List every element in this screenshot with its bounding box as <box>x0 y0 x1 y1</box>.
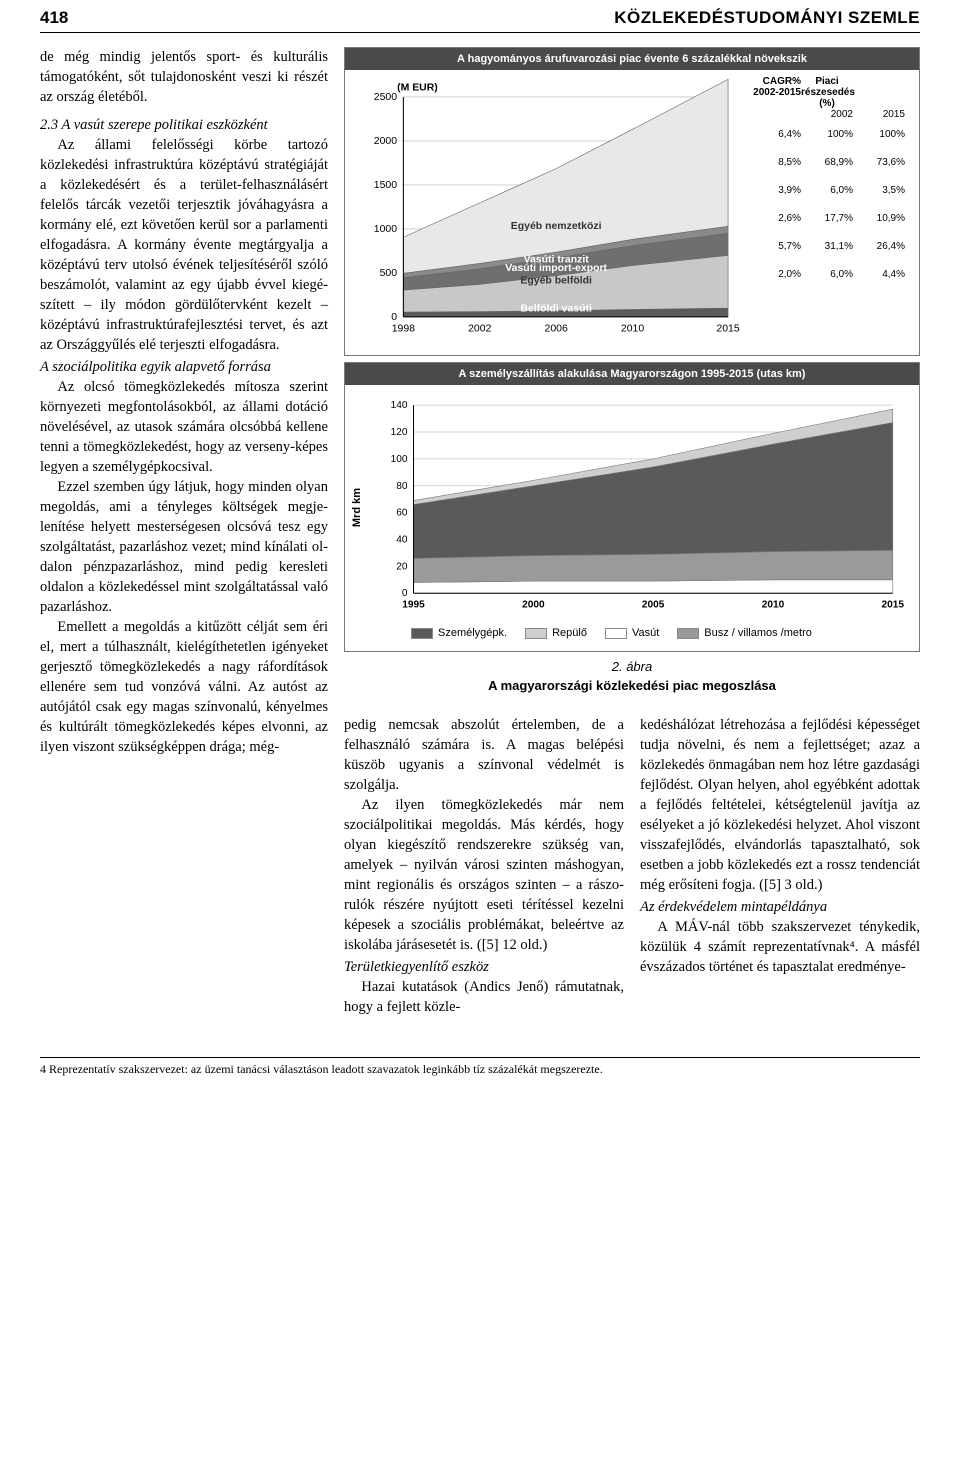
legend-item: Személygépk. <box>411 627 507 639</box>
para: kedéshálózat létrehozása a fejlő­dési ké… <box>640 715 920 895</box>
svg-text:2006: 2006 <box>545 324 568 335</box>
subsection-heading: A szociálpolitika egyik alapvető forrása <box>40 357 328 377</box>
subsection-heading: Területkiegyenlítő eszköz <box>344 957 624 977</box>
svg-text:100: 100 <box>391 454 408 465</box>
legend-item: Repülő <box>525 627 587 639</box>
svg-text:2010: 2010 <box>762 599 785 610</box>
para: Az ilyen tömegközlekedés már nem szociál… <box>344 795 624 955</box>
para: A MÁV-nál több szakszervezet ténykedik, … <box>640 917 920 977</box>
legend-label: Repülő <box>552 627 587 639</box>
svg-text:500: 500 <box>380 268 398 279</box>
left-column: de még mindig jelentős sport- és kulturá… <box>40 47 328 1017</box>
legend-item: Busz / villamos /metro <box>677 627 812 639</box>
svg-text:20: 20 <box>396 561 408 572</box>
footnote: 4 Reprezentatív szakszervezet: az üzemi … <box>40 1062 920 1077</box>
para: Az állami felelősségi körbe tar­tozó köz… <box>40 135 328 355</box>
subsection-heading: Az érdekvédelem mintapéldánya <box>640 897 920 917</box>
para: de még mindig jelentős sport- és kulturá… <box>40 47 328 107</box>
svg-text:2500: 2500 <box>374 92 397 103</box>
legend-item: Vasút <box>605 627 659 639</box>
y-axis-label: Mrd km <box>351 488 363 527</box>
legend-swatch <box>605 628 627 639</box>
svg-text:1998: 1998 <box>392 324 415 335</box>
legend-label: Busz / villamos /metro <box>704 627 812 639</box>
right-column: kedéshálózat létrehozása a fejlő­dési ké… <box>640 715 920 1017</box>
svg-text:60: 60 <box>396 508 408 519</box>
svg-text:2000: 2000 <box>374 136 397 147</box>
legend-swatch <box>677 628 699 639</box>
legend-row: 2,0%6,0%4,4% <box>753 260 913 288</box>
legend-hdr-cagr: CAGR% 2002-2015 <box>753 76 801 109</box>
journal-title: KÖZLEKEDÉSTUDOMÁNYI SZEMLE <box>614 8 920 28</box>
page-header: 418 KÖZLEKEDÉSTUDOMÁNYI SZEMLE <box>40 0 920 33</box>
svg-text:1000: 1000 <box>374 224 397 235</box>
para: pedig nemcsak abszolút értelem­ben, de a… <box>344 715 624 795</box>
legend-row: 5,7%31,1%26,4% <box>753 232 913 260</box>
svg-text:2010: 2010 <box>621 324 644 335</box>
chart-title: A személyszállítás alakulása Magyarorszá… <box>345 363 919 385</box>
chart-title: A hagyományos árufuvarozási piac évente … <box>345 48 919 70</box>
svg-text:2005: 2005 <box>642 599 665 610</box>
page-number: 418 <box>40 8 68 28</box>
svg-text:2000: 2000 <box>522 599 545 610</box>
svg-text:0: 0 <box>402 588 408 599</box>
chart-freight: A hagyományos árufuvarozási piac évente … <box>344 47 920 356</box>
para: Hazai kutatások (Andics Jenő) rámutatnak… <box>344 977 624 1017</box>
svg-text:Egyéb belföldi: Egyéb belföldi <box>520 276 592 287</box>
svg-text:0: 0 <box>391 312 397 323</box>
chart-svg: 0 500 1000 1500 2000 2500 1998 2002 2006 2010 2015… <box>351 76 749 348</box>
chart-passenger: A személyszállítás alakulása Magyarorszá… <box>344 362 920 653</box>
chart-svg: 0 20 40 60 80 100 120 140 1995 2000 2005 2010 2015 <box>367 391 913 624</box>
svg-text:2015: 2015 <box>882 599 905 610</box>
svg-text:Belföldi vasúti: Belföldi vasúti <box>520 304 592 315</box>
legend-label: Személygépk. <box>438 627 507 639</box>
svg-text:80: 80 <box>396 481 408 492</box>
svg-text:2015: 2015 <box>716 324 739 335</box>
para: Ezzel szemben úgy látjuk, hogy minden ol… <box>40 477 328 617</box>
svg-text:1500: 1500 <box>374 180 397 191</box>
legend-label: Vasút <box>632 627 659 639</box>
svg-text:40: 40 <box>396 534 408 545</box>
footnote-rule: 4 Reprezentatív szakszervezet: az üzemi … <box>40 1057 920 1077</box>
svg-text:2002: 2002 <box>468 324 491 335</box>
legend-row: 2,6%17,7%10,9% <box>753 204 913 232</box>
legend-row: 3,9%6,0%3,5% <box>753 176 913 204</box>
chart-legend: Személygépk. Repülő Vasút Busz / villamos /… <box>351 623 913 645</box>
para: Emellett a megoldás a kitűzött célját se… <box>40 617 328 757</box>
chart-legend-table: CAGR% 2002-2015 Piaci részesedés (%) 200… <box>753 76 913 348</box>
figure-caption: 2. ábra A magyarországi közlekedési piac… <box>344 658 920 694</box>
svg-text:Egyéb nemzetközi: Egyéb nemzetközi <box>511 221 602 232</box>
para: Az olcsó tömegközlekedés mítosza szerint… <box>40 377 328 477</box>
section-heading: 2.3 A vasút szerepe politikai eszközként <box>40 115 328 135</box>
middle-column: pedig nemcsak abszolút értelem­ben, de a… <box>344 715 624 1017</box>
legend-swatch <box>411 628 433 639</box>
svg-text:1995: 1995 <box>402 599 425 610</box>
svg-text:120: 120 <box>391 427 408 438</box>
svg-text:Vasúti import-export: Vasúti import-export <box>505 263 607 274</box>
legend-row: 8,5%68,9%73,6% <box>753 148 913 176</box>
legend-swatch <box>525 628 547 639</box>
legend-hdr-share: Piaci részesedés (%) <box>801 76 853 109</box>
legend-row: 6,4%100%100% <box>753 120 913 148</box>
svg-text:140: 140 <box>391 400 408 411</box>
svg-text:(M EUR): (M EUR) <box>397 83 438 94</box>
figure-2: A hagyományos árufuvarozási piac évente … <box>344 47 920 705</box>
